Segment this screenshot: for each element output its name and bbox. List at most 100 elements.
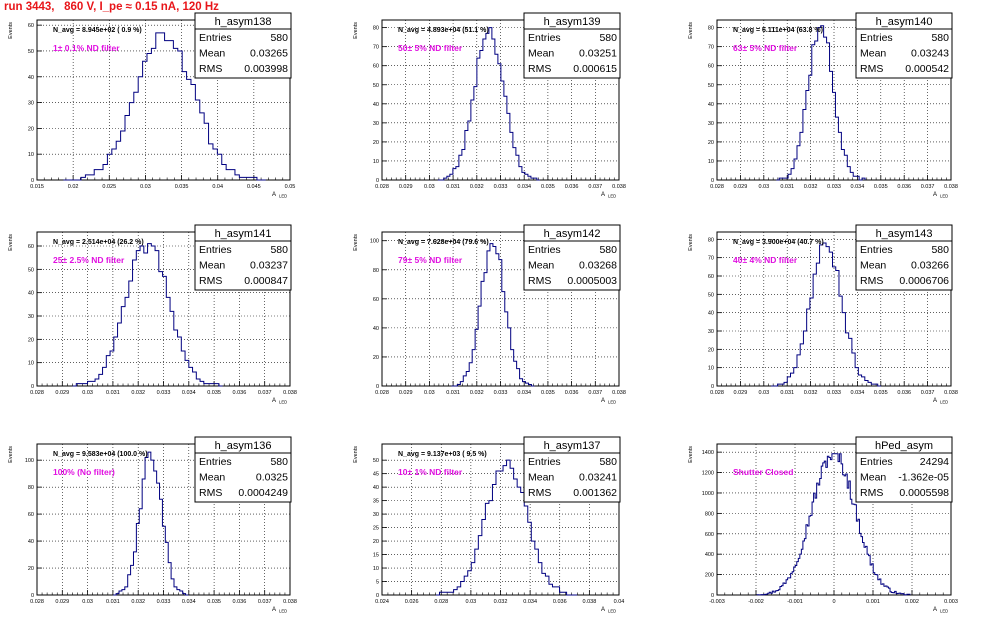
histogram-line <box>756 453 911 596</box>
stats-box <box>855 12 953 79</box>
navg-label: N_avg = 7.628e+04 (79.6 %) <box>398 239 489 246</box>
filter-annotation: 50± 5% ND filter <box>398 43 463 53</box>
stats-box-title: h_asym138 <box>215 16 272 28</box>
x-tick-label: 0.037 <box>258 599 272 605</box>
x-tick-label: 0.029 <box>734 184 748 190</box>
stats-value: 0.03268 <box>579 260 617 272</box>
stats-box-title: h_asym142 <box>544 228 601 240</box>
y-tick-label: 30 <box>373 512 379 518</box>
x-tick-label: 0.003 <box>944 599 958 605</box>
x-tick-label: 0.033 <box>494 184 508 190</box>
y-tick-label: 60 <box>373 297 379 303</box>
y-axis-label: Events <box>688 446 694 463</box>
x-tick-label: 0.028 <box>434 599 448 605</box>
x-tick-label: 0.038 <box>612 390 626 396</box>
filter-annotation: Shutter Closed <box>733 467 793 477</box>
x-tick-label: 0.032 <box>494 599 508 605</box>
y-tick-label: 70 <box>373 45 379 51</box>
stats-box-title: h_asym137 <box>544 440 601 452</box>
x-axis-label: A <box>272 607 276 613</box>
stats-box-title: h_asym140 <box>876 16 933 28</box>
x-tick-label: 0.03 <box>82 390 93 396</box>
x-tick-label: -0.003 <box>709 599 725 605</box>
y-tick-label: 0 <box>376 593 379 599</box>
x-tick-label: 0.036 <box>897 184 911 190</box>
x-tick-label: 0.045 <box>247 184 261 190</box>
y-axis-label: Events <box>8 22 14 39</box>
histogram-line <box>451 243 535 387</box>
stats-value: 0.000615 <box>573 63 617 75</box>
stats-label: Entries <box>860 32 893 44</box>
plot-frame <box>36 19 291 181</box>
stats-label: Mean <box>199 472 225 484</box>
y-tick-label: 30 <box>708 121 714 127</box>
x-tick-label: 0.036 <box>565 390 579 396</box>
y-tick-label: 1400 <box>702 450 714 456</box>
stats-box <box>194 12 292 79</box>
x-tick-label: -0.002 <box>748 599 764 605</box>
x-tick-label: 0.035 <box>874 390 888 396</box>
x-axis-label: A <box>272 192 276 198</box>
y-tick-label: 80 <box>373 26 379 32</box>
x-tick-label: 0.038 <box>283 390 297 396</box>
y-tick-label: 80 <box>373 268 379 274</box>
stats-label: Entries <box>199 244 232 256</box>
stats-label: RMS <box>199 275 222 287</box>
x-tick-label: 0.02 <box>68 184 79 190</box>
stats-value: 580 <box>270 32 288 44</box>
stats-value: 0.03237 <box>250 260 288 272</box>
y-tick-label: 10 <box>373 159 379 165</box>
stats-label: Mean <box>199 48 225 60</box>
x-tick-label: 0.036 <box>897 390 911 396</box>
stats-label: Entries <box>528 244 561 256</box>
y-tick-label: 60 <box>28 23 34 29</box>
y-tick-label: 70 <box>708 256 714 262</box>
y-tick-label: 70 <box>708 45 714 51</box>
x-tick-label: 0.03 <box>424 390 435 396</box>
y-tick-label: 60 <box>708 64 714 70</box>
y-tick-label: 20 <box>373 355 379 361</box>
x-tick-label: 0.026 <box>405 599 419 605</box>
stats-label: RMS <box>199 487 222 499</box>
stats-value: 580 <box>270 456 288 468</box>
x-axis-label: A <box>601 192 605 198</box>
navg-label: N_avg = 3.900e+04 (40.7 %) <box>733 239 824 246</box>
y-tick-label: 30 <box>373 121 379 127</box>
x-tick-label: 0.029 <box>55 599 69 605</box>
y-axis-label: Events <box>353 446 359 463</box>
y-tick-label: 10 <box>28 152 34 158</box>
y-tick-label: 10 <box>708 159 714 165</box>
x-tick-label: 0.032 <box>131 390 145 396</box>
x-tick-label: 0.025 <box>102 184 116 190</box>
y-tick-label: 50 <box>708 83 714 89</box>
y-tick-label: 35 <box>373 499 379 505</box>
y-axis-label: Events <box>353 234 359 251</box>
x-tick-label: 0.04 <box>212 184 223 190</box>
x-tick-label: 0.034 <box>182 599 196 605</box>
y-tick-label: 0 <box>31 384 34 390</box>
x-tick-label: 0.028 <box>30 599 44 605</box>
histogram-line <box>113 451 189 596</box>
x-tick-label: 0.038 <box>612 184 626 190</box>
filter-annotation: 40± 4% ND filter <box>733 255 798 265</box>
x-tick-label: 0.038 <box>944 184 958 190</box>
stats-label: Mean <box>528 260 554 272</box>
y-tick-label: 60 <box>28 244 34 250</box>
stats-box-title: hPed_asym <box>875 440 933 452</box>
x-tick-label: 0.033 <box>827 184 841 190</box>
x-tick-label: 0.028 <box>375 390 389 396</box>
y-axis-label: Events <box>8 446 14 463</box>
histogram-panel-h_asym143: 0.028 0.029 0.03 0.031 0.032 0.033 0.034 0.035 0… <box>688 224 958 405</box>
histogram-panel-h_asym138: 0.015 0.02 0.025 0.03 0.035 0.04 0.045 0.05 0 10 2… <box>8 12 295 199</box>
stats-box-title: h_asym141 <box>215 228 272 240</box>
y-tick-label: 50 <box>373 458 379 464</box>
x-tick-label: 0.035 <box>207 390 221 396</box>
x-tick-label: 0.03 <box>424 184 435 190</box>
y-tick-label: 80 <box>28 485 34 491</box>
histogram-panel-h_asym136: 0.028 0.029 0.03 0.031 0.032 0.033 0.034 0.035 0… <box>8 436 297 614</box>
filter-annotation: 79± 5% ND filter <box>398 255 463 265</box>
navg-label: N_avg = 2.514e+04 (26.2 %) <box>53 239 144 246</box>
histogram-panel-h_asym137: 0.024 0.026 0.028 0.03 0.032 0.034 0.036 0.038 0… <box>353 436 624 614</box>
x-tick-label: 0.03 <box>140 184 151 190</box>
navg-label: N_avg = 6.111e+04 (63.8 %) <box>733 27 823 34</box>
